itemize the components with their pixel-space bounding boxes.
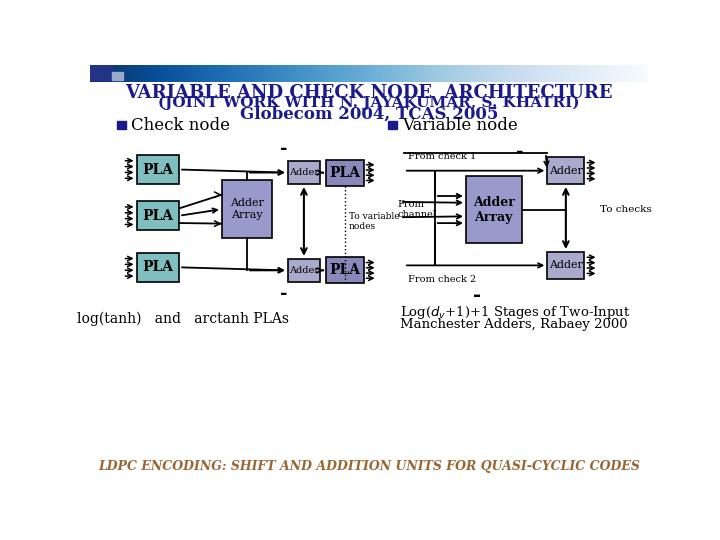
Text: PLA: PLA	[143, 260, 174, 274]
Bar	[287, 161, 320, 184]
Text: Adder
Array: Adder Array	[230, 198, 264, 220]
Text: To variable
nodes: To variable nodes	[349, 212, 400, 231]
Bar	[90, 65, 112, 80]
Text: -: -	[280, 285, 287, 303]
Text: Adder: Adder	[289, 168, 319, 177]
Bar	[388, 121, 397, 130]
Text: (JOINT WORK WITH N. JAYAKUMAR, S. KHATRI): (JOINT WORK WITH N. JAYAKUMAR, S. KHATRI…	[158, 96, 580, 111]
Text: From
channel: From channel	[397, 200, 436, 219]
Bar	[326, 159, 364, 186]
Bar	[137, 253, 179, 282]
Text: -: -	[280, 140, 287, 158]
Bar	[547, 252, 585, 279]
Text: PLA: PLA	[143, 209, 174, 222]
Bar	[547, 157, 585, 184]
Bar	[117, 121, 126, 130]
Bar	[137, 201, 179, 231]
Text: PLA: PLA	[143, 163, 174, 177]
Text: Globecom 2004, TCAS 2005: Globecom 2004, TCAS 2005	[240, 106, 498, 123]
Bar	[112, 72, 122, 80]
Bar	[466, 176, 522, 244]
Text: Adder: Adder	[549, 166, 582, 176]
Text: -: -	[474, 286, 482, 305]
Text: VARIABLE AND CHECK NODE  ARCHITECTURE: VARIABLE AND CHECK NODE ARCHITECTURE	[125, 84, 613, 102]
Text: -: -	[516, 144, 524, 161]
Bar	[137, 155, 179, 184]
Text: From check 2: From check 2	[408, 275, 476, 284]
Text: log(tanh)   and   arctanh PLAs: log(tanh) and arctanh PLAs	[77, 312, 289, 326]
Text: LDPC ENCODING: SHIFT AND ADDITION UNITS FOR QUASI-CYCLIC CODES: LDPC ENCODING: SHIFT AND ADDITION UNITS …	[98, 460, 640, 473]
Text: PLA: PLA	[330, 166, 361, 180]
Text: PLA: PLA	[330, 264, 361, 278]
Text: Adder: Adder	[289, 266, 319, 275]
Text: Manchester Adders, Rabaey 2000: Manchester Adders, Rabaey 2000	[400, 318, 628, 331]
Bar	[326, 257, 364, 284]
Text: From check 1: From check 1	[408, 152, 476, 161]
Bar	[287, 259, 320, 282]
Text: Adder: Adder	[549, 260, 582, 271]
Text: Check node: Check node	[131, 117, 230, 134]
Text: Adder
Array: Adder Array	[473, 195, 515, 224]
Bar	[222, 180, 272, 238]
Text: Variable node: Variable node	[402, 117, 518, 134]
Text: Log($d_v$+1)+1 Stages of Two-Input: Log($d_v$+1)+1 Stages of Two-Input	[400, 304, 631, 321]
Text: To checks: To checks	[600, 205, 652, 214]
